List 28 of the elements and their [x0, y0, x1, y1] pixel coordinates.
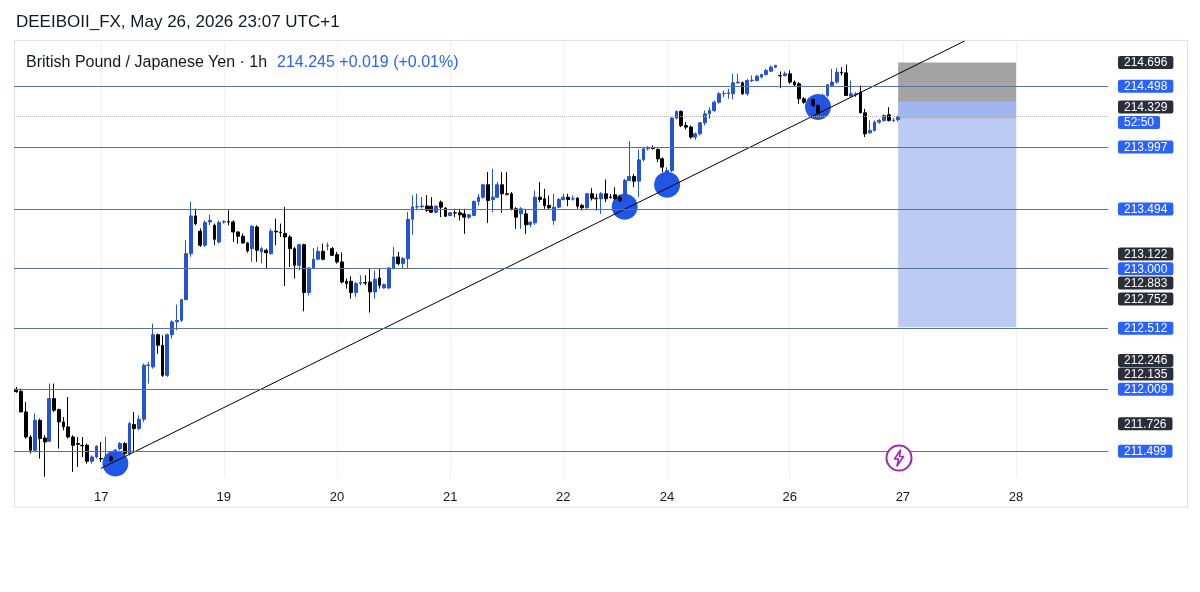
ref-line-label: 213.000: [1124, 261, 1168, 276]
text: 52:50: [1118, 115, 1161, 130]
text: British Pound / Japanese Yen · 1h: [26, 53, 268, 70]
x-tick-label: 24: [659, 489, 675, 504]
x-tick-label: 26: [782, 489, 797, 504]
ref-line-label: 211.499: [1124, 444, 1167, 459]
y-tick-label: 212.752: [1124, 291, 1168, 306]
x-tick-label: 17: [94, 489, 109, 504]
x-tick-label: 27: [895, 489, 911, 504]
y-tick-label: 212.883: [1124, 275, 1168, 290]
y-tick-label: 213.122: [1124, 246, 1168, 261]
x-tick-label: 20: [329, 489, 345, 504]
ref-line-label: 214.498: [1124, 79, 1168, 94]
y-tick-label: 214.329: [1124, 100, 1168, 115]
y-tick-label: 214.696: [1124, 55, 1168, 70]
x-tick-label: 21: [442, 489, 458, 504]
ref-line-label: 212.009: [1124, 382, 1168, 397]
text: DEEIBOII_FX, May 26, 2026 23:07 UTC+1: [16, 12, 340, 32]
x-tick-label: 22: [556, 489, 571, 504]
x-tick-label: 19: [216, 489, 232, 504]
text: 214.245 +0.019 (+0.01%): [277, 53, 459, 70]
x-tick-label: 28: [1008, 489, 1024, 504]
y-tick-label: 212.135: [1124, 366, 1168, 381]
y-tick-label: 212.246: [1124, 353, 1168, 368]
ref-line-label: 212.512: [1124, 321, 1168, 336]
ref-line-label: 213.997: [1124, 140, 1168, 155]
ref-line-label: 213.494: [1124, 202, 1168, 217]
y-tick-label: 211.726: [1124, 416, 1167, 431]
